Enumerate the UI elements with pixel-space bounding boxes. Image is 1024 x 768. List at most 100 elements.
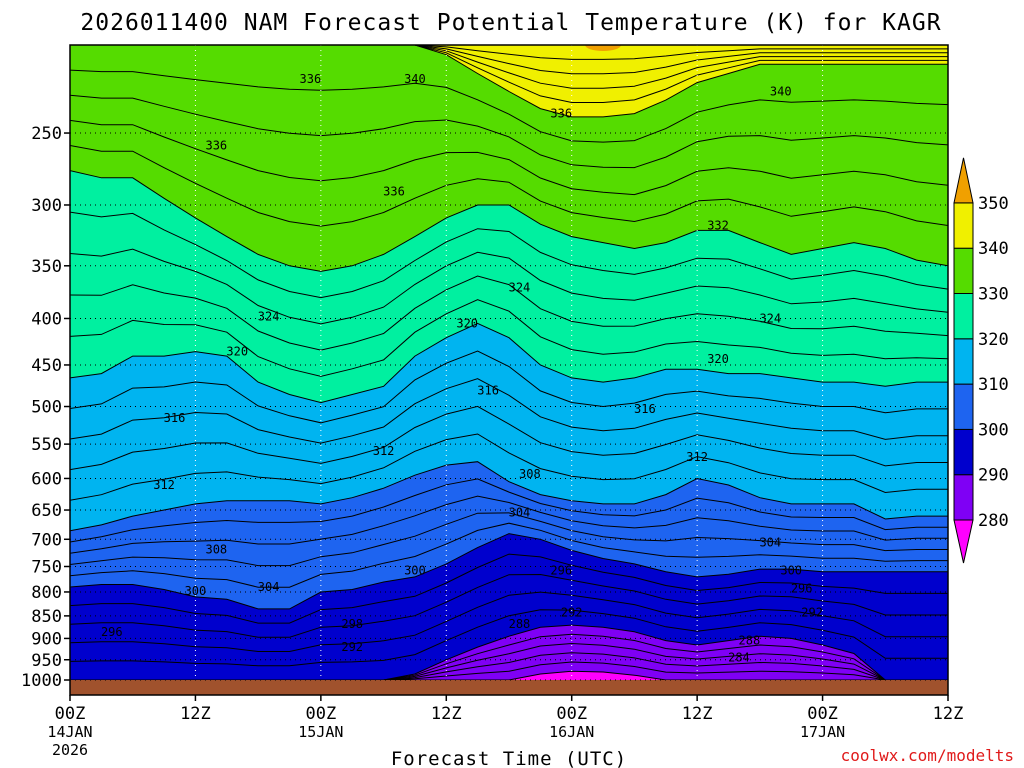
y-tick-label: 900 xyxy=(31,629,62,649)
contour-line xyxy=(70,45,948,118)
contour-label: 316 xyxy=(164,411,186,425)
y-tick-label: 250 xyxy=(31,124,62,144)
chart-title: 2026011400 NAM Forecast Potential Temper… xyxy=(80,10,941,36)
contour-label: 292 xyxy=(801,606,823,620)
colorbar-segment xyxy=(953,293,974,340)
contour-line xyxy=(70,45,948,103)
y-tick-label: 1000 xyxy=(21,671,62,691)
contour-line xyxy=(70,609,948,667)
x-tick-date: 15JAN xyxy=(298,723,343,741)
contour-line xyxy=(70,512,948,567)
y-tick-label: 800 xyxy=(31,583,62,603)
y-tick-label: 550 xyxy=(31,435,62,455)
y-tick-label: 300 xyxy=(31,196,62,216)
contour-label: 296 xyxy=(101,625,123,639)
y-tick-label: 650 xyxy=(31,501,62,521)
contour-line xyxy=(70,145,948,227)
colorbar-label: 280 xyxy=(978,511,1009,531)
contour-label: 292 xyxy=(341,640,363,654)
colorbar-segment xyxy=(953,202,974,249)
colorbar-label: 320 xyxy=(978,330,1009,350)
contour-label: 304 xyxy=(258,580,280,594)
contour-line xyxy=(70,522,948,588)
x-tick-date: 17JAN xyxy=(800,723,845,741)
contour-label: 304 xyxy=(509,505,531,519)
x-tick-label: 00Z xyxy=(305,704,336,724)
x-axis-label: Forecast Time (UTC) xyxy=(391,748,627,768)
contour-line xyxy=(70,350,948,424)
colorbar-label: 340 xyxy=(978,239,1009,259)
x-tick-date: 14JAN xyxy=(47,723,92,741)
x-tick-label: 12Z xyxy=(431,704,462,724)
contour-label: 316 xyxy=(477,383,499,397)
colorbar-label: 290 xyxy=(978,466,1009,486)
x-tick-label: 12Z xyxy=(180,704,211,724)
contour-line xyxy=(70,45,948,75)
colorbar-label: 330 xyxy=(978,285,1009,305)
contour-label: 320 xyxy=(456,316,478,330)
contour-line xyxy=(70,248,948,325)
contour-label: 340 xyxy=(770,84,792,98)
contour-label: 320 xyxy=(226,345,248,359)
contour-line xyxy=(70,45,948,60)
x-tick-label: 12Z xyxy=(933,704,964,724)
contour-label: 340 xyxy=(404,72,426,86)
contour-lines xyxy=(70,45,948,681)
plot-frame xyxy=(69,44,949,696)
contour-line xyxy=(70,478,948,543)
contour-labels: 336 340 336 336 336 340 332 324 324 324 320 320 320 3… xyxy=(101,72,823,665)
contour-line xyxy=(70,378,948,444)
contour-line xyxy=(70,433,948,501)
contour-line xyxy=(70,170,948,272)
contour-label: 336 xyxy=(300,72,322,86)
y-tick-label: 350 xyxy=(31,257,62,277)
contour-label: 336 xyxy=(383,185,405,199)
x-tick-year: 2026 xyxy=(52,741,88,759)
y-tick-label: 750 xyxy=(31,557,62,577)
contour-label: 324 xyxy=(759,311,781,325)
contour-label: 336 xyxy=(550,107,572,121)
contour-line xyxy=(70,495,948,554)
contour-label: 300 xyxy=(185,584,207,598)
contour-label: 312 xyxy=(153,478,175,492)
contour-label: 308 xyxy=(519,467,541,481)
contour-label: 320 xyxy=(707,352,729,366)
contour-label: 324 xyxy=(258,310,280,324)
x-tick-label: 00Z xyxy=(807,704,838,724)
contour-line xyxy=(70,211,948,299)
colorbar-under-triangle xyxy=(953,519,974,564)
fill-band-7f00f5 xyxy=(70,625,948,695)
colorbar-label: 300 xyxy=(978,420,1009,440)
x-tick-label: 00Z xyxy=(55,704,86,724)
contour-label: 316 xyxy=(634,402,656,416)
contour-line xyxy=(70,405,948,471)
ground-surface-band xyxy=(70,680,948,695)
contour-label: 288 xyxy=(739,634,761,648)
y-tick-label: 850 xyxy=(31,607,62,627)
contour-label: 312 xyxy=(686,450,708,464)
contour-line xyxy=(70,461,948,532)
colorbar-label: 350 xyxy=(978,194,1009,214)
contour-fills xyxy=(70,45,948,695)
contour-label: 296 xyxy=(791,581,813,595)
contour-label: 284 xyxy=(728,651,750,665)
x-tick-date: 16JAN xyxy=(549,723,594,741)
colorbar: 280 290 300 310 320 330 340 350 xyxy=(953,157,1009,564)
colorbar-segment xyxy=(953,247,974,294)
colorbar-segment xyxy=(953,383,974,430)
over-350-region xyxy=(585,45,622,51)
contour-label: 308 xyxy=(205,542,227,556)
contour-line xyxy=(70,94,948,169)
contour-line xyxy=(70,533,948,610)
colorbar-over-triangle xyxy=(953,157,974,204)
credit-text[interactable]: coolwx.com/modelts xyxy=(841,746,1014,765)
contour-line xyxy=(70,591,948,652)
y-tick-label: 500 xyxy=(31,398,62,418)
contour-label: 300 xyxy=(404,564,426,578)
colorbar-segment xyxy=(953,338,974,385)
contour-line xyxy=(70,45,948,89)
contour-label: 300 xyxy=(780,564,802,578)
contour-label: 312 xyxy=(373,444,395,458)
